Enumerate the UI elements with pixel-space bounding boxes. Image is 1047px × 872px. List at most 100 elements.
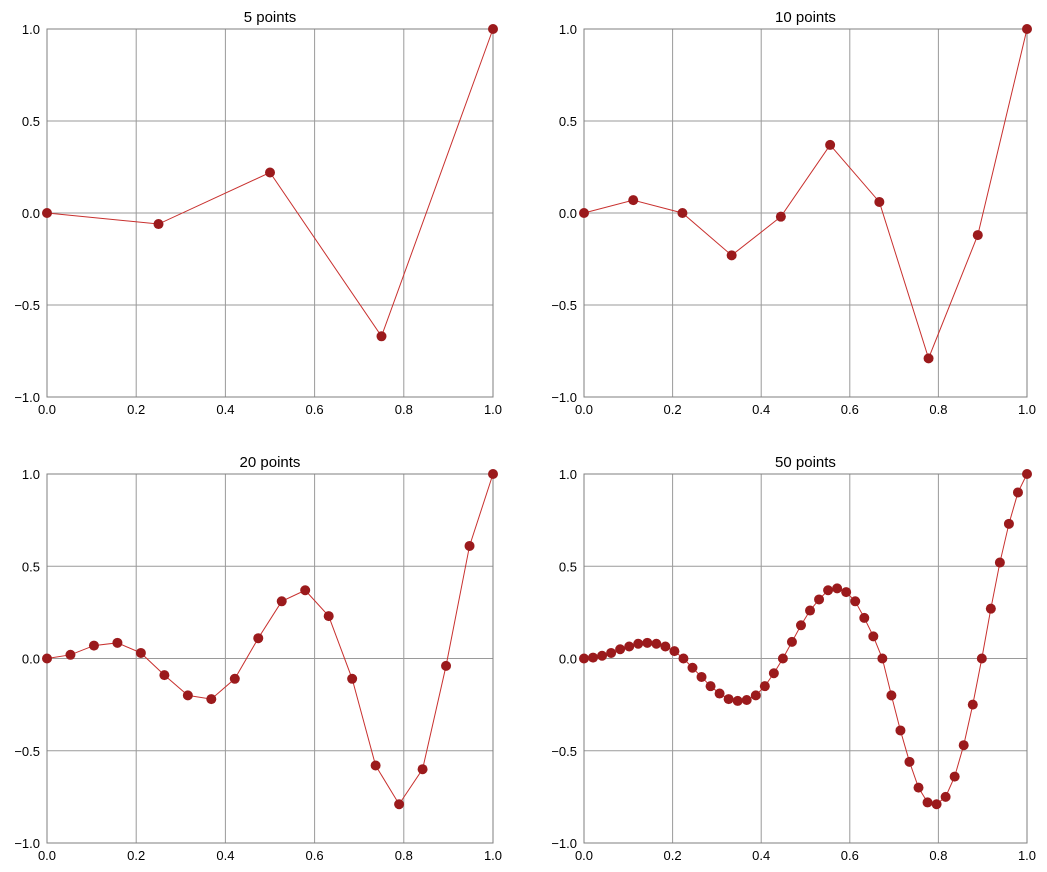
x-tick-label: 0.6 bbox=[306, 848, 324, 863]
x-tick-label: 1.0 bbox=[484, 402, 502, 417]
data-point bbox=[877, 653, 888, 664]
data-point bbox=[624, 641, 635, 652]
data-point bbox=[579, 208, 589, 218]
data-point bbox=[182, 690, 193, 701]
data-point bbox=[651, 638, 662, 649]
data-point bbox=[669, 646, 680, 657]
x-tick-label: 0.0 bbox=[575, 402, 593, 417]
data-point bbox=[42, 208, 52, 218]
y-tick-label: 1.0 bbox=[559, 467, 577, 482]
data-point bbox=[588, 652, 599, 663]
data-point bbox=[958, 740, 969, 751]
y-tick-label: −0.5 bbox=[14, 744, 40, 759]
data-point bbox=[633, 638, 644, 649]
data-point bbox=[976, 653, 987, 664]
data-point bbox=[825, 139, 836, 150]
data-point bbox=[805, 605, 816, 616]
data-point bbox=[741, 695, 752, 706]
y-tick-label: −1.0 bbox=[14, 390, 40, 405]
data-point bbox=[677, 208, 688, 218]
data-point bbox=[868, 631, 879, 642]
x-tick-label: 0.8 bbox=[929, 402, 947, 417]
x-tick-label: 0.2 bbox=[664, 402, 682, 417]
data-point bbox=[923, 353, 934, 364]
data-point bbox=[931, 799, 942, 810]
x-tick-label: 0.6 bbox=[306, 402, 324, 417]
y-tick-label: −0.5 bbox=[551, 298, 577, 313]
y-tick-label: 1.0 bbox=[559, 22, 577, 37]
y-tick-label: 0.5 bbox=[559, 114, 577, 129]
subplot-4: 0.0 0.2 0.4 0.6 0.8 1.0 −1.0 −0.5 0.0 0.5 1.0 50 po… bbox=[551, 454, 1036, 863]
data-point bbox=[823, 585, 834, 596]
x-tick-label: 1.0 bbox=[1018, 402, 1036, 417]
data-point bbox=[859, 612, 870, 623]
data-point bbox=[696, 671, 707, 682]
data-point bbox=[714, 688, 725, 699]
x-tick-label: 1.0 bbox=[1018, 848, 1036, 863]
data-point bbox=[678, 653, 689, 664]
x-tick-label: 0.8 bbox=[395, 848, 413, 863]
data-point bbox=[874, 196, 885, 207]
data-point bbox=[814, 594, 825, 605]
data-point bbox=[1022, 24, 1032, 34]
x-tick-label: 0.4 bbox=[216, 848, 234, 863]
data-point bbox=[786, 636, 797, 647]
subplot-title: 10 points bbox=[775, 9, 836, 26]
data-point bbox=[153, 219, 164, 230]
data-point bbox=[65, 649, 76, 660]
data-point bbox=[253, 633, 264, 644]
x-tick-label: 0.4 bbox=[216, 402, 234, 417]
data-point bbox=[723, 694, 734, 705]
data-point bbox=[985, 603, 996, 614]
data-point bbox=[750, 690, 761, 701]
data-point bbox=[913, 782, 924, 793]
data-point bbox=[159, 670, 170, 681]
y-tick-label: 0.0 bbox=[559, 652, 577, 667]
data-point bbox=[850, 596, 861, 607]
data-point bbox=[347, 673, 358, 684]
data-point bbox=[464, 540, 475, 551]
data-point bbox=[88, 640, 99, 651]
data-point bbox=[705, 681, 716, 692]
data-point bbox=[949, 771, 960, 782]
data-point bbox=[628, 195, 639, 206]
x-tick-label: 0.0 bbox=[38, 848, 56, 863]
data-point bbox=[841, 587, 852, 598]
data-point bbox=[895, 725, 906, 736]
subplot-title: 5 points bbox=[244, 9, 297, 26]
x-tick-label: 0.0 bbox=[575, 848, 593, 863]
y-tick-label: 0.0 bbox=[559, 206, 577, 221]
data-point bbox=[777, 653, 788, 664]
data-point bbox=[795, 620, 806, 631]
data-point bbox=[488, 469, 498, 479]
data-point bbox=[370, 760, 381, 771]
x-tick-label: 0.8 bbox=[395, 402, 413, 417]
data-point bbox=[265, 167, 275, 178]
x-tick-label: 0.6 bbox=[841, 402, 859, 417]
data-point bbox=[441, 660, 452, 671]
data-point bbox=[376, 331, 387, 342]
series-line bbox=[46, 28, 494, 338]
data-point bbox=[1022, 469, 1032, 479]
data-point bbox=[135, 647, 146, 658]
data-point bbox=[759, 681, 770, 692]
data-point bbox=[994, 557, 1005, 568]
data-point bbox=[112, 637, 123, 648]
data-point bbox=[832, 583, 843, 594]
y-tick-label: −1.0 bbox=[14, 836, 40, 851]
data-point bbox=[922, 797, 933, 808]
data-point bbox=[1012, 487, 1023, 498]
subplot-title: 20 points bbox=[240, 454, 301, 471]
data-point bbox=[1003, 518, 1014, 529]
data-point bbox=[206, 694, 217, 705]
y-tick-label: 0.5 bbox=[22, 559, 40, 574]
x-tick-label: 0.0 bbox=[38, 402, 56, 417]
data-point bbox=[768, 668, 779, 679]
y-tick-label: 0.0 bbox=[22, 652, 40, 667]
data-point bbox=[229, 673, 240, 684]
data-point bbox=[972, 230, 983, 241]
y-tick-label: 0.5 bbox=[22, 114, 40, 129]
y-tick-label: −1.0 bbox=[551, 836, 577, 851]
data-point bbox=[775, 211, 786, 222]
data-point bbox=[276, 596, 287, 607]
